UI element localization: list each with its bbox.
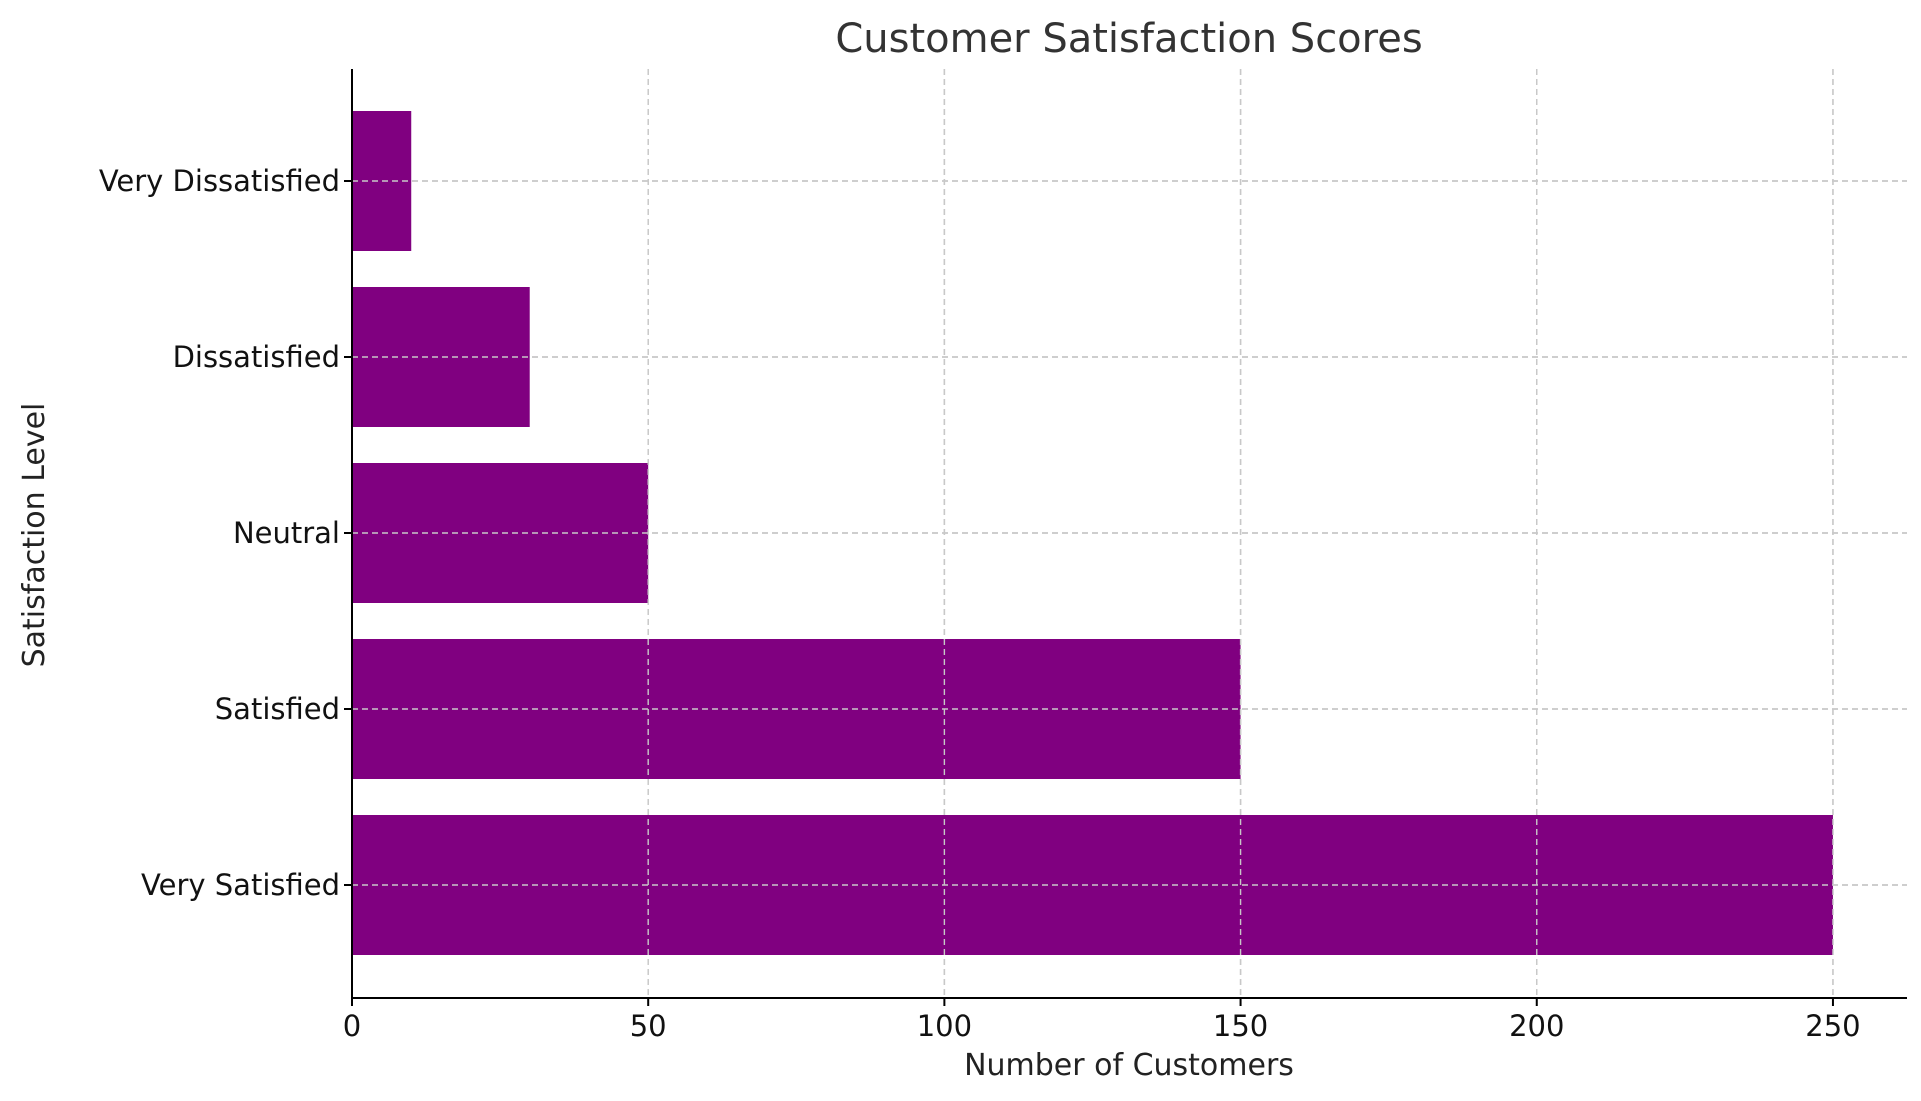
chart-title: Customer Satisfaction Scores: [835, 16, 1422, 62]
x-axis-label: Number of Customers: [964, 1048, 1294, 1083]
x-tick-label: 200: [1509, 1009, 1564, 1043]
x-tick-label: 100: [917, 1009, 972, 1043]
x-tick-label: 150: [1213, 1009, 1268, 1043]
x-tick-label: 0: [343, 1009, 361, 1043]
y-axis-label: Satisfaction Level: [17, 403, 52, 668]
y-ticks: Very Satisfied Satisfied Neutral Dissatisfi…: [99, 164, 352, 902]
y-tick-label: Very Satisfied: [141, 868, 340, 902]
bar: [352, 111, 412, 251]
x-tick-label: 250: [1805, 1009, 1860, 1043]
y-tick-label: Neutral: [233, 516, 340, 550]
x-tick-label: 50: [630, 1009, 667, 1043]
y-tick-label: Dissatisfied: [173, 340, 340, 374]
bar: [352, 463, 649, 603]
y-tick-label: Very Dissatisfied: [99, 164, 340, 198]
bar: [352, 287, 530, 427]
x-ticks: 0 50 100 150 200 250: [343, 998, 1861, 1043]
y-tick-label: Satisfied: [215, 692, 340, 726]
